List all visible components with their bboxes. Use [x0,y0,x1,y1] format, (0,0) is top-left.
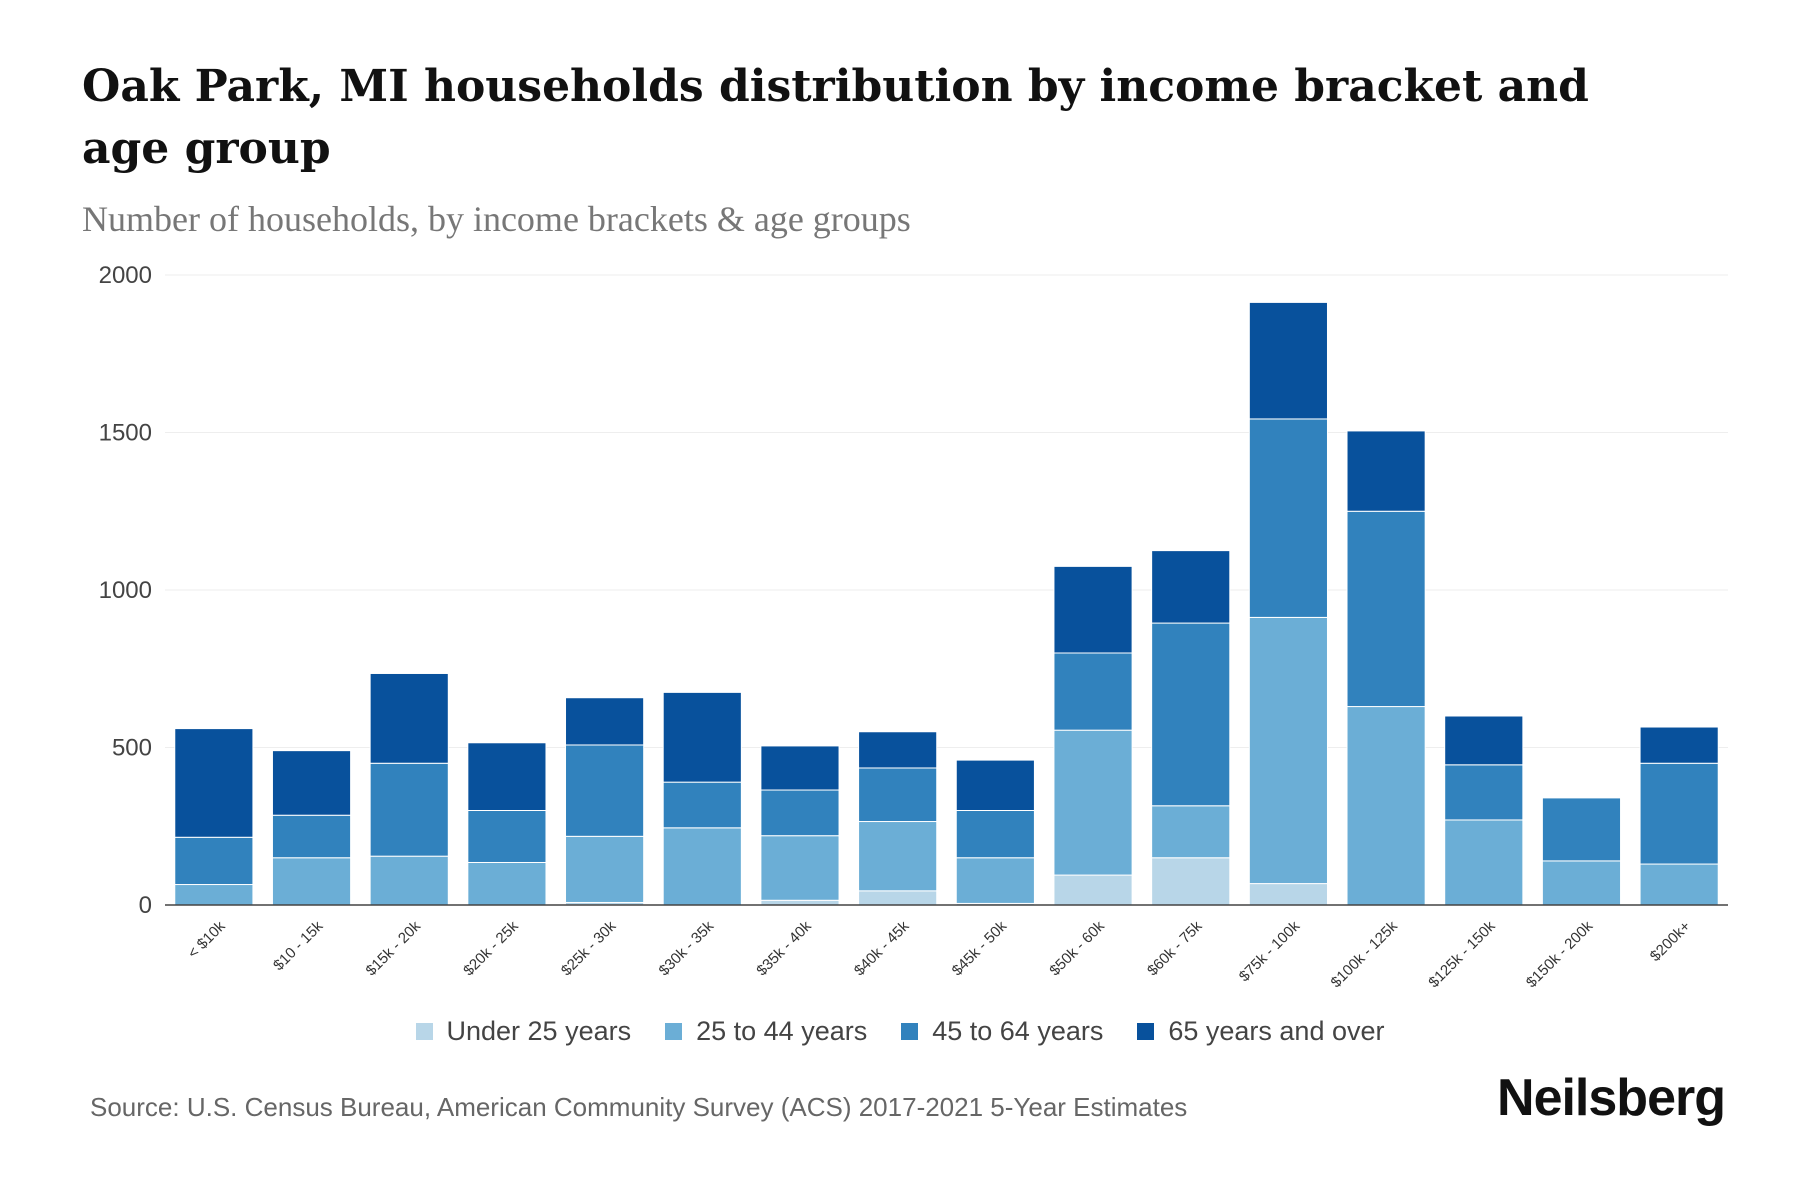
bar-segment [1444,764,1524,821]
bar-segment [858,821,938,892]
x-tick-label: $200k+ [1647,918,1694,965]
bar-segment [1444,819,1524,906]
bar-segment [565,697,645,746]
x-tick-label: < $10k [185,917,230,962]
bar-segment [662,827,742,906]
stacked-bar-chart: 0 500 1000 1500 2000 < $10k $10 - 15k $15k - 20… [99,262,1728,991]
bar-segment [955,810,1035,859]
bar-segment [1541,860,1622,906]
x-tick-label: $35k - 40k [753,917,815,979]
legend-swatch [901,1023,919,1040]
bar-segment [1444,715,1524,766]
y-tick-label: 0 [139,892,152,919]
bar-segment [467,810,547,863]
bar-segment [369,672,449,764]
legend-item: 65 years and over [1137,1016,1385,1047]
bar-segment [1151,622,1231,807]
bar-segment [760,789,840,837]
brand-logo: Neilsberg [1497,1069,1726,1127]
bar-segment [1053,565,1133,654]
x-tick-label: $100k - 125k [1328,917,1402,991]
bar-segment [662,691,742,783]
bar-segment [1151,805,1231,859]
legend-label: 65 years and over [1168,1016,1385,1046]
bar-segment [858,890,938,906]
bar-segment [174,728,254,838]
bar-segment [1151,857,1231,906]
bar-segment [1639,726,1719,764]
x-tick-label: $20k - 25k [460,917,522,979]
chart-title: Oak Park, MI households distribution by … [82,61,1589,174]
y-tick-label: 2000 [99,262,152,289]
x-tick-label: $25k - 30k [558,917,620,979]
bar-segment [1248,418,1328,618]
bar-segment [1248,616,1328,885]
x-tick-label: $10 - 15k [270,917,327,974]
x-tick-label: $150k - 200k [1523,917,1597,991]
bar-segment [271,750,352,816]
legend-label: Under 25 years [446,1016,632,1046]
bar-segment [955,857,1035,904]
x-tick-label: $60k - 75k [1144,917,1206,979]
legend-swatch [665,1023,683,1040]
x-tick-label: $125k - 150k [1425,917,1499,991]
bar-segment [858,767,938,823]
bar-segment [467,742,547,811]
bar-segment [1053,874,1133,906]
bar-segment [369,762,449,857]
x-tick-label: $50k - 60k [1046,917,1108,979]
bar-segment [1248,883,1328,906]
legend-label: 25 to 44 years [696,1016,868,1046]
bar-segment [271,857,352,906]
bar-segment [1053,729,1133,876]
legend-item: 45 to 64 years [901,1016,1103,1047]
bar-segment [760,745,840,791]
bar-segment [1151,550,1231,624]
y-tick-label: 500 [112,735,152,762]
chart-subtitle: Number of households, by income brackets… [82,199,911,239]
bar-segment [1346,430,1426,512]
bar-segment [174,884,254,906]
bar-segment [858,731,938,769]
bar-segment [760,835,840,901]
x-tick-label: $40k - 45k [851,917,913,979]
chart-legend: Under 25 years 25 to 44 years 45 to 64 yea… [0,1016,1800,1047]
x-tick-label: $30k - 35k [656,917,718,979]
bar-segment [1346,510,1426,708]
bar-segment [1639,863,1719,906]
bar-segment [1541,797,1622,862]
bar-segment [271,814,352,859]
legend-item: Under 25 years [415,1016,632,1047]
bar-segment [369,855,449,906]
bar-segment [467,861,547,906]
source-note: Source: U.S. Census Bureau, American Com… [90,1092,1188,1122]
y-tick-label: 1000 [99,577,152,604]
bar-segment [955,759,1035,812]
bar-segment [662,781,742,829]
bar-segment [1639,762,1719,865]
legend-item: 25 to 44 years [665,1016,867,1047]
legend-label: 45 to 64 years [932,1016,1104,1046]
y-tick-label: 1500 [99,420,152,447]
legend-swatch [1137,1023,1155,1040]
legend-swatch [415,1023,433,1040]
bar-segment [565,835,645,903]
bar-segment [565,744,645,837]
x-tick-label: $45k - 50k [949,917,1011,979]
bar-segment [1053,652,1133,731]
bar-segment [174,836,254,886]
bar-segment [1346,706,1426,906]
x-tick-label: $75k - 100k [1236,917,1304,985]
bar-segment [1248,301,1328,420]
x-tick-label: $15k - 20k [362,917,424,979]
